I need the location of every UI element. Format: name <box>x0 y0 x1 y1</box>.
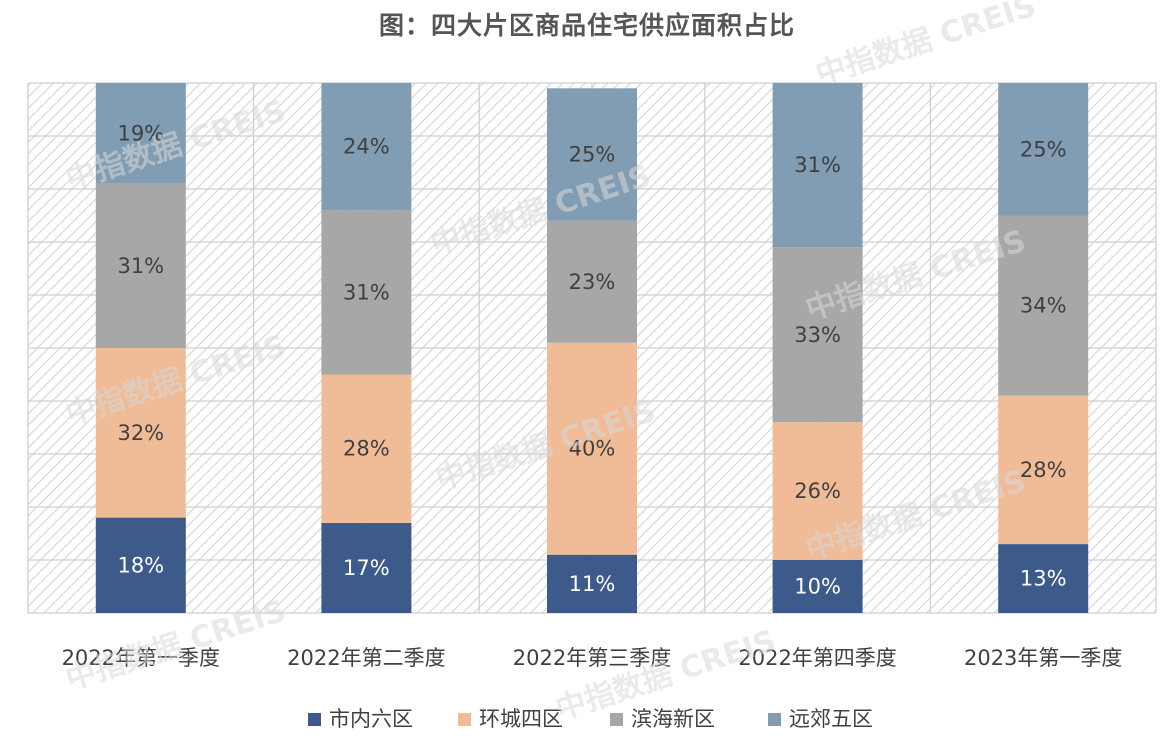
category-label: 2022年第四季度 <box>738 646 896 670</box>
bar-segment <box>321 83 412 211</box>
legend-label: 滨海新区 <box>631 707 715 731</box>
legend: 市内六区 环城四区 滨海新区 远郊五区 <box>308 707 873 731</box>
data-label: 11% <box>569 572 616 596</box>
bar-segment <box>998 215 1089 396</box>
data-label: 40% <box>569 437 616 461</box>
data-label: 33% <box>794 323 841 347</box>
bar-segment <box>772 560 863 613</box>
watermark-text: 中指数据 CREIS <box>812 0 1040 93</box>
data-label: 23% <box>569 270 616 294</box>
bar-segment <box>321 210 412 375</box>
data-label: 24% <box>343 135 390 159</box>
data-label: 32% <box>117 421 164 445</box>
category-label: 2023年第一季度 <box>964 646 1122 670</box>
legend-swatch <box>768 713 781 726</box>
data-label: 34% <box>1020 294 1067 318</box>
data-label: 18% <box>117 553 164 577</box>
legend-label: 环城四区 <box>479 707 563 731</box>
bar-segment <box>998 544 1089 613</box>
bar-segment <box>547 342 637 555</box>
category-label: 2022年第二季度 <box>287 646 445 670</box>
data-label: 25% <box>1020 137 1067 161</box>
data-label: 26% <box>794 479 841 503</box>
legend-label: 远郊五区 <box>789 707 873 731</box>
data-label: 31% <box>117 254 164 278</box>
bar-segment <box>772 422 863 560</box>
bar-segment <box>321 522 412 613</box>
data-label: 19% <box>117 121 164 145</box>
data-label: 28% <box>1020 458 1067 482</box>
legend-label: 市内六区 <box>329 707 413 731</box>
bar-segment <box>998 395 1089 545</box>
chart-title: 图：四大片区商品住宅供应面积占比 <box>378 11 795 40</box>
bar-segment <box>95 183 186 348</box>
data-label: 31% <box>343 280 390 304</box>
data-label: 13% <box>1020 567 1067 591</box>
data-label: 25% <box>569 143 616 167</box>
bar-segment <box>772 247 863 423</box>
bar-segment <box>95 348 186 518</box>
category-label: 2022年第三季度 <box>513 646 671 670</box>
bar-segment <box>95 517 186 613</box>
legend-swatch <box>610 713 623 726</box>
bar-segment <box>772 83 863 248</box>
legend-swatch <box>308 713 321 726</box>
bar-segment <box>547 88 637 221</box>
category-label: 2022年第一季度 <box>62 646 220 670</box>
bar-segment <box>547 554 637 613</box>
bar-segment <box>95 83 186 184</box>
data-label: 17% <box>343 556 390 580</box>
bar-segment <box>321 374 412 523</box>
legend-swatch <box>458 713 471 726</box>
bar-segment <box>547 220 637 343</box>
data-label: 31% <box>794 153 841 177</box>
bars: 18% 32% 31% 19% 17% 28% 31% 24% 11% 40% 23% 25% 10% 2… <box>95 83 1089 613</box>
data-label: 28% <box>343 437 390 461</box>
data-label: 10% <box>794 575 841 599</box>
category-labels: 2022年第一季度 2022年第二季度 2022年第三季度 2022年第四季度 2023… <box>62 646 1123 670</box>
bar-segment <box>998 83 1089 216</box>
